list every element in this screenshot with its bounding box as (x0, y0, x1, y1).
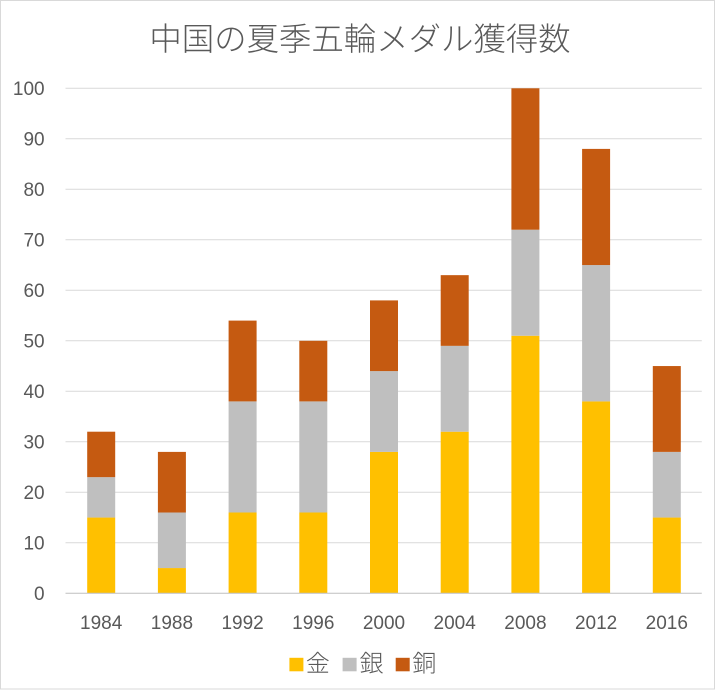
svg-text:2012: 2012 (575, 613, 617, 634)
svg-text:1996: 1996 (292, 613, 334, 634)
svg-text:100: 100 (13, 79, 45, 100)
svg-text:1988: 1988 (151, 613, 193, 634)
svg-text:2004: 2004 (434, 613, 477, 634)
svg-text:50: 50 (23, 331, 44, 352)
svg-text:90: 90 (23, 129, 44, 150)
svg-text:2008: 2008 (504, 613, 546, 634)
svg-text:30: 30 (23, 432, 44, 453)
svg-text:1992: 1992 (221, 613, 263, 634)
svg-text:20: 20 (23, 483, 44, 504)
svg-text:2016: 2016 (646, 613, 688, 634)
svg-text:1984: 1984 (80, 613, 123, 634)
svg-text:60: 60 (23, 281, 44, 302)
svg-text:80: 80 (23, 180, 44, 201)
svg-text:10: 10 (23, 533, 44, 554)
svg-text:0: 0 (34, 584, 45, 605)
svg-text:2000: 2000 (363, 613, 405, 634)
svg-text:70: 70 (23, 230, 44, 251)
svg-text:40: 40 (23, 382, 44, 403)
